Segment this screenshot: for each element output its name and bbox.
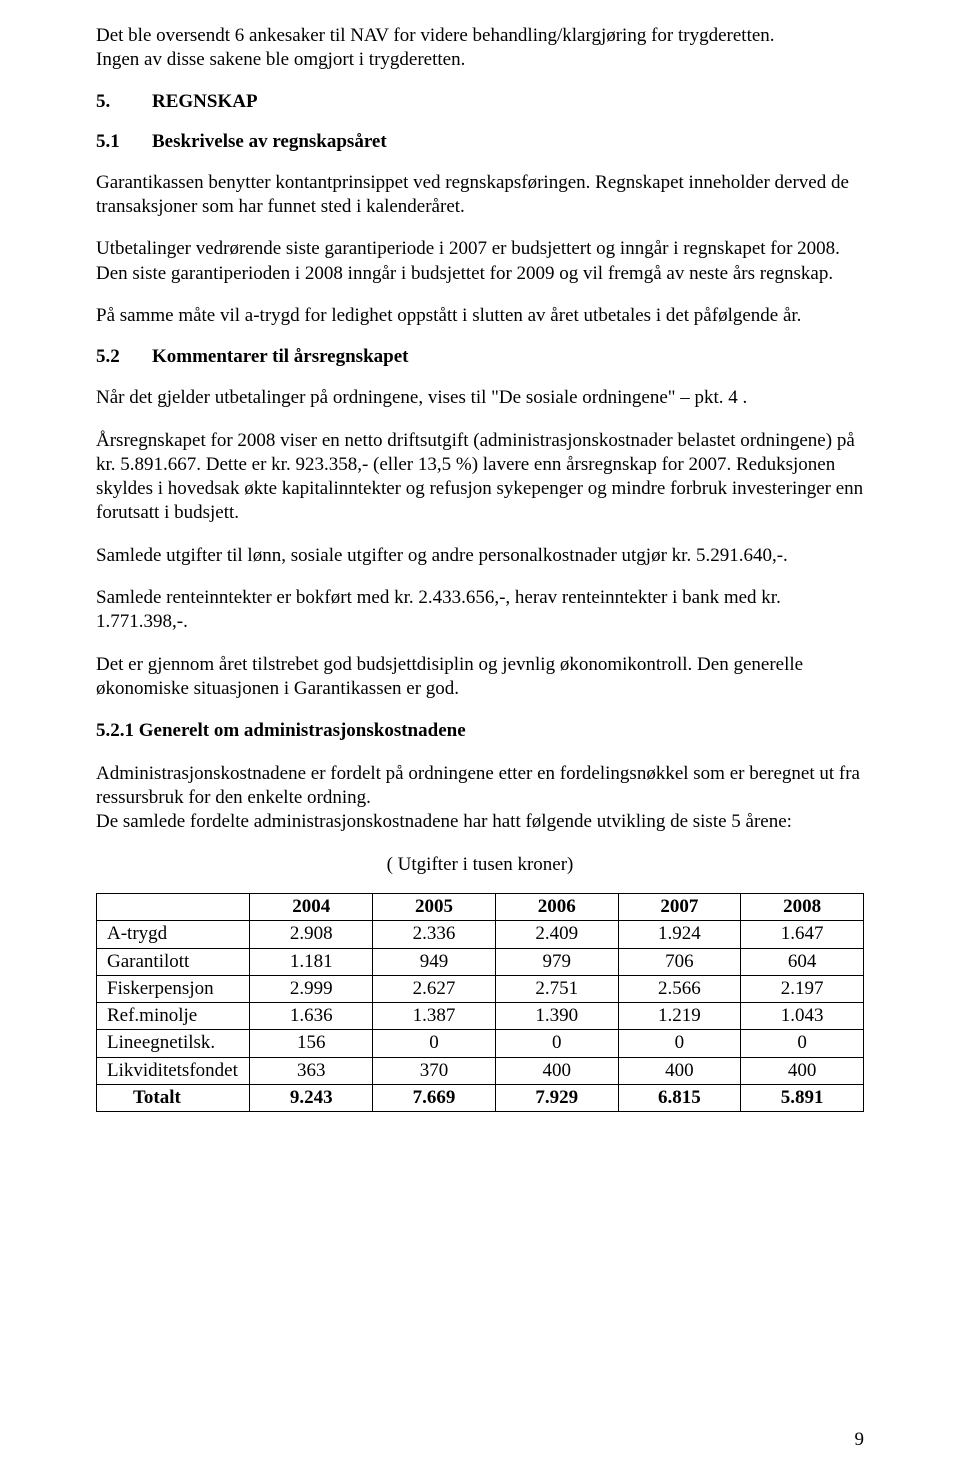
table-header-row: 20042005200620072008 xyxy=(97,893,864,920)
table-cell-value: 706 xyxy=(618,948,741,975)
paragraph-5-2-a: Når det gjelder utbetalinger på ordninge… xyxy=(96,386,864,410)
table-cell-value: 1.387 xyxy=(373,1003,496,1030)
table-cell-value: 2.409 xyxy=(495,921,618,948)
heading-5-2-1: 5.2.1 Generelt om administrasjonskostnad… xyxy=(96,719,864,743)
paragraph-5-2-d: Samlede renteinntekter er bokført med kr… xyxy=(96,586,864,635)
admin-cost-table: 20042005200620072008 A-trygd2.9082.3362.… xyxy=(96,893,864,1113)
table-total-value: 7.669 xyxy=(373,1085,496,1112)
paragraph-5-2-1-a: Administrasjonskostnadene er fordelt på … xyxy=(96,762,864,811)
table-row: A-trygd2.9082.3362.4091.9241.647 xyxy=(97,921,864,948)
paragraph-5-2-1-b: De samlede fordelte administrasjonskostn… xyxy=(96,810,864,834)
table-total-label: Totalt xyxy=(97,1085,250,1112)
table-row: Fiskerpensjon2.9992.6272.7512.5662.197 xyxy=(97,975,864,1002)
paragraph-5-1-b: Utbetalinger vedrørende siste garantiper… xyxy=(96,237,864,286)
table-cell-value: 1.636 xyxy=(250,1003,373,1030)
table-cell-value: 400 xyxy=(741,1057,864,1084)
table-cell-value: 1.924 xyxy=(618,921,741,948)
table-cell-value: 2.627 xyxy=(373,975,496,1002)
heading-title-regnskap: REGNSKAP xyxy=(152,91,258,113)
heading-title-beskrivelse: Beskrivelse av regnskapsåret xyxy=(152,131,387,153)
table-row-total: Totalt9.2437.6697.9296.8155.891 xyxy=(97,1085,864,1112)
table-cell-value: 370 xyxy=(373,1057,496,1084)
table-cell-value: 0 xyxy=(741,1030,864,1057)
table-row-label: Fiskerpensjon xyxy=(97,975,250,1002)
table-cell-value: 400 xyxy=(618,1057,741,1084)
table-header-year: 2007 xyxy=(618,893,741,920)
table-header-year: 2008 xyxy=(741,893,864,920)
table-row-label: Lineegnetilsk. xyxy=(97,1030,250,1057)
paragraph-5-2-b: Årsregnskapet for 2008 viser en netto dr… xyxy=(96,429,864,526)
table-cell-value: 0 xyxy=(373,1030,496,1057)
table-cell-value: 0 xyxy=(495,1030,618,1057)
table-row-label: Ref.minolje xyxy=(97,1003,250,1030)
table-row: Ref.minolje1.6361.3871.3901.2191.043 xyxy=(97,1003,864,1030)
table-total-value: 9.243 xyxy=(250,1085,373,1112)
table-total-value: 6.815 xyxy=(618,1085,741,1112)
table-caption: ( Utgifter i tusen kroner) xyxy=(96,853,864,877)
table-cell-value: 1.647 xyxy=(741,921,864,948)
table-cell-value: 1.390 xyxy=(495,1003,618,1030)
table-cell-value: 363 xyxy=(250,1057,373,1084)
heading-beskrivelse: 5.1 Beskrivelse av regnskapsåret xyxy=(96,131,864,153)
table-header-year: 2006 xyxy=(495,893,618,920)
table-total-value: 5.891 xyxy=(741,1085,864,1112)
table-row: Garantilott1.181949979706604 xyxy=(97,948,864,975)
heading-number-5: 5. xyxy=(96,91,152,113)
heading-number-5-1: 5.1 xyxy=(96,131,152,153)
table-cell-value: 2.197 xyxy=(741,975,864,1002)
document-page: Det ble oversendt 6 ankesaker til NAV fo… xyxy=(0,0,960,1471)
table-cell-value: 400 xyxy=(495,1057,618,1084)
table-row-label: A-trygd xyxy=(97,921,250,948)
table-cell-value: 949 xyxy=(373,948,496,975)
table-cell-value: 0 xyxy=(618,1030,741,1057)
heading-regnskap: 5. REGNSKAP xyxy=(96,91,864,113)
table-cell-value: 1.219 xyxy=(618,1003,741,1030)
table-cell-value: 1.181 xyxy=(250,948,373,975)
table-header-year: 2005 xyxy=(373,893,496,920)
table-cell-value: 2.751 xyxy=(495,975,618,1002)
table-total-value: 7.929 xyxy=(495,1085,618,1112)
paragraph-5-1-a: Garantikassen benytter kontantprinsippet… xyxy=(96,171,864,220)
table-row-label: Garantilott xyxy=(97,948,250,975)
table-row-label: Likviditetsfondet xyxy=(97,1057,250,1084)
table-cell-value: 1.043 xyxy=(741,1003,864,1030)
page-number: 9 xyxy=(855,1429,865,1451)
table-row: Lineegnetilsk.1560000 xyxy=(97,1030,864,1057)
table-cell-value: 156 xyxy=(250,1030,373,1057)
table-header-year: 2004 xyxy=(250,893,373,920)
table-header-blank xyxy=(97,893,250,920)
table-cell-value: 604 xyxy=(741,948,864,975)
heading-kommentarer: 5.2 Kommentarer til årsregnskapet xyxy=(96,346,864,368)
table-row: Likviditetsfondet363370400400400 xyxy=(97,1057,864,1084)
paragraph-5-1-c: På samme måte vil a-trygd for ledighet o… xyxy=(96,304,864,328)
paragraph-5-2-e: Det er gjennom året tilstrebet god budsj… xyxy=(96,653,864,702)
table-cell-value: 2.908 xyxy=(250,921,373,948)
heading-number-5-2: 5.2 xyxy=(96,346,152,368)
paragraph-5-2-c: Samlede utgifter til lønn, sosiale utgif… xyxy=(96,544,864,568)
heading-title-kommentarer: Kommentarer til årsregnskapet xyxy=(152,346,408,368)
table-cell-value: 979 xyxy=(495,948,618,975)
paragraph-intro-line2: Ingen av disse sakene ble omgjort i tryg… xyxy=(96,48,864,72)
paragraph-intro-line1: Det ble oversendt 6 ankesaker til NAV fo… xyxy=(96,24,864,48)
table-cell-value: 2.999 xyxy=(250,975,373,1002)
table-cell-value: 2.566 xyxy=(618,975,741,1002)
table-cell-value: 2.336 xyxy=(373,921,496,948)
